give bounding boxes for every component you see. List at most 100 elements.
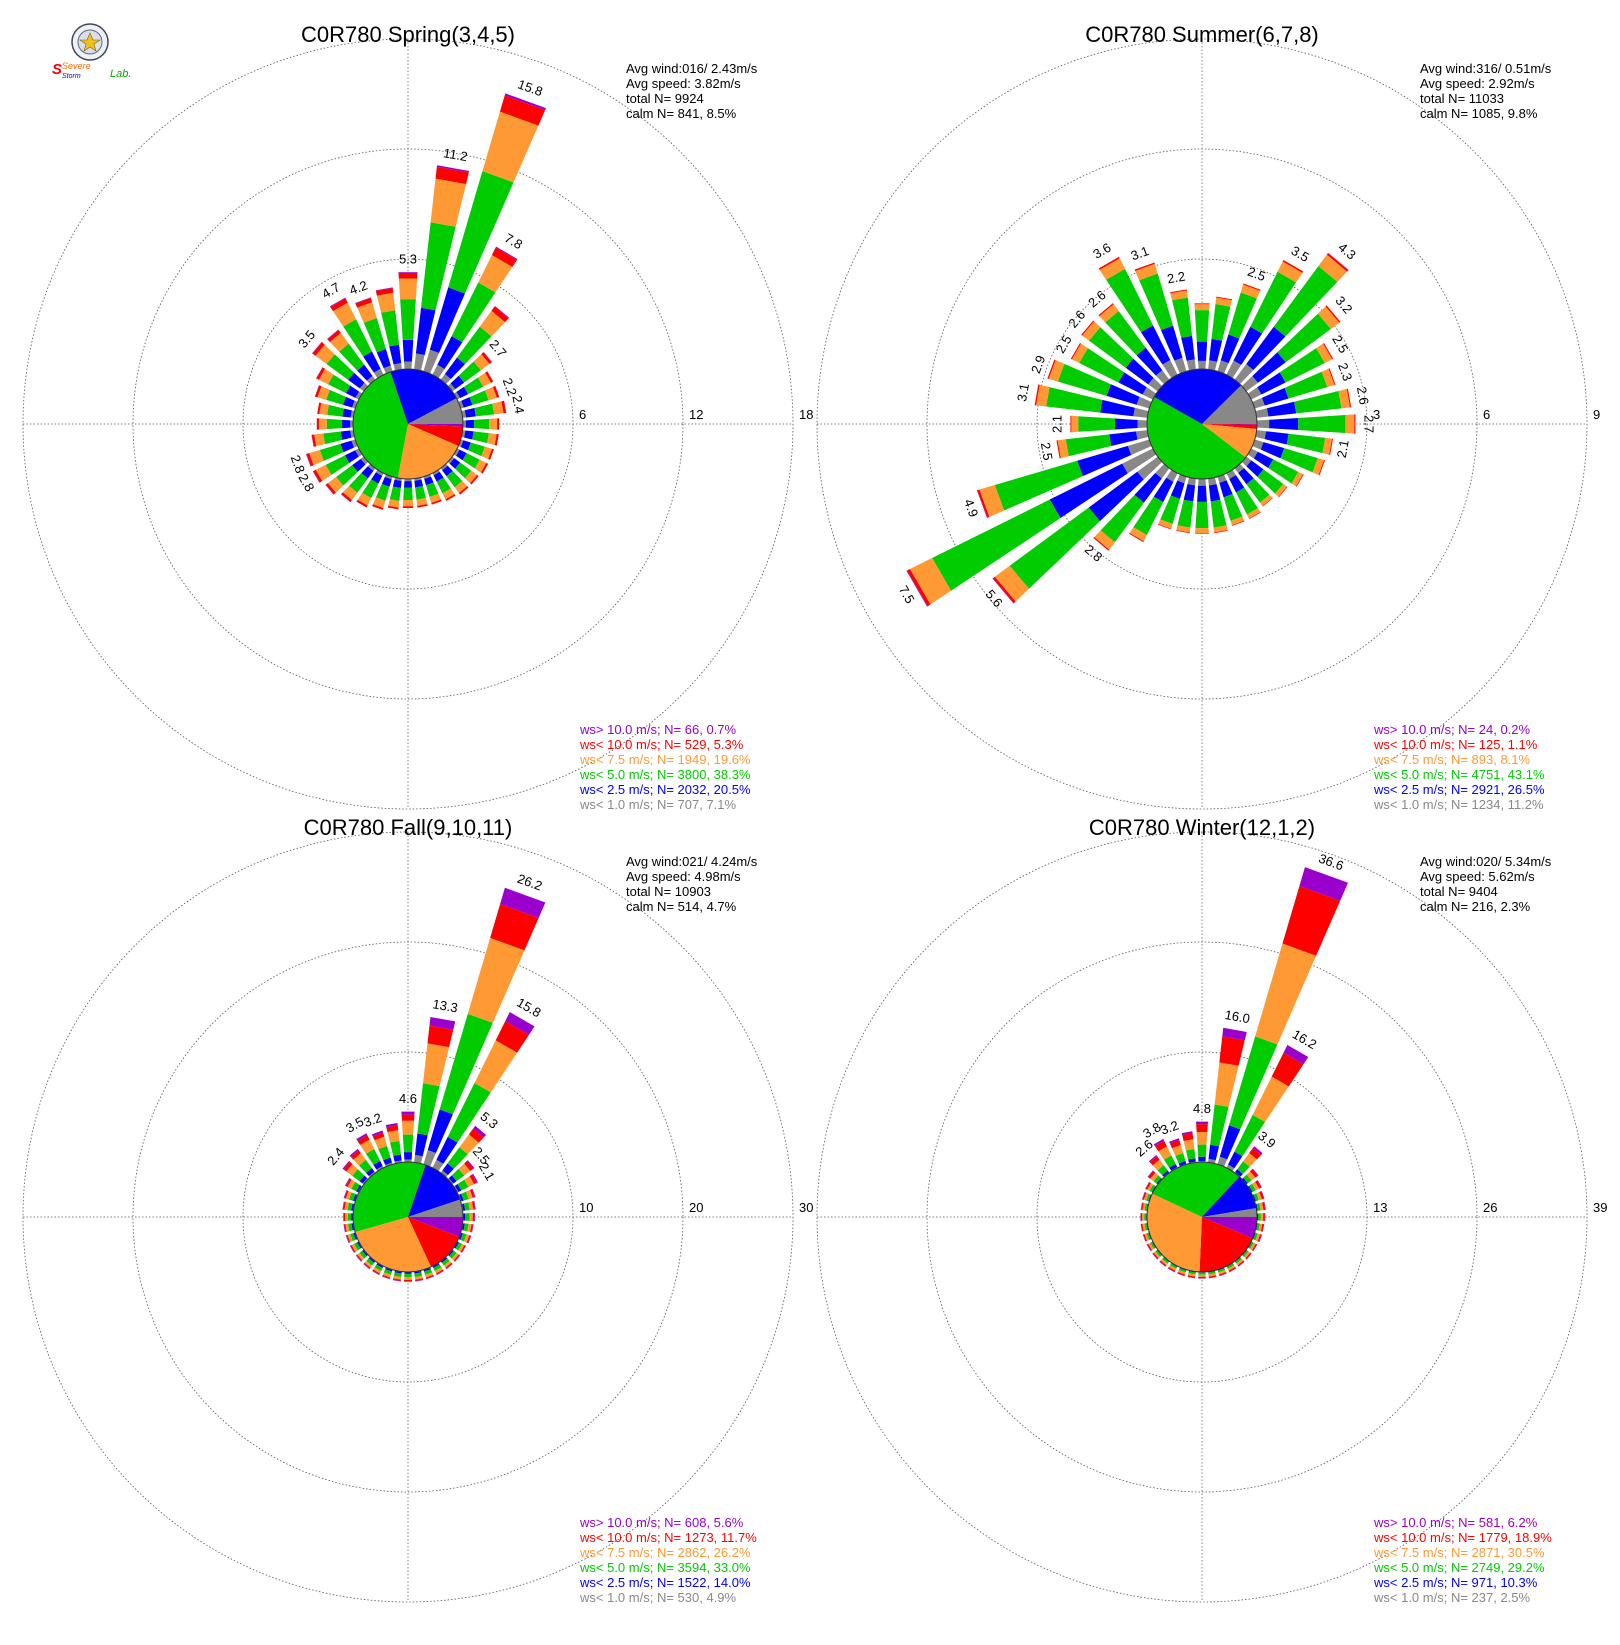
stat-line: Avg speed: 3.82m/s <box>626 76 741 91</box>
bar-label: 2.3 <box>1335 361 1355 383</box>
bar-segment <box>1212 304 1231 341</box>
bar-segment <box>398 273 417 279</box>
bar-label: 3.5 <box>1289 243 1312 265</box>
legend-entry: ws< 7.5 m/s; N= 1949, 19.6% <box>579 752 751 767</box>
legend-entry: ws< 2.5 m/s; N= 1522, 14.0% <box>579 1575 751 1590</box>
bar-segment <box>1345 414 1354 433</box>
bar-segment <box>1261 1213 1264 1221</box>
bar-segment <box>1257 420 1269 428</box>
bar-segment <box>1265 431 1289 444</box>
bar-label: 2.5 <box>1053 333 1075 356</box>
bar-label: 2.5 <box>1246 264 1268 284</box>
bar-label: 2.2 <box>1166 269 1186 287</box>
bar-segment <box>1186 1149 1196 1160</box>
bar-segment <box>404 1280 412 1281</box>
bar-segment <box>1136 430 1149 439</box>
bar-segment <box>464 1213 466 1220</box>
stat-line: Avg wind:016/ 2.43m/s <box>626 61 758 76</box>
bar-segment <box>1255 944 1316 1045</box>
bar-segment <box>1267 402 1296 417</box>
bar-segment <box>464 430 473 439</box>
bar-segment <box>474 419 489 429</box>
bar-segment <box>1181 336 1195 361</box>
bar-segment <box>1184 1139 1195 1150</box>
bar-segment <box>327 419 342 429</box>
stat-line: Avg speed: 4.98m/s <box>626 869 741 884</box>
logo-word-lab: Lab. <box>110 68 131 80</box>
bar-segment <box>401 1112 414 1115</box>
bar-segment <box>1141 1213 1142 1221</box>
bar-segment <box>1209 339 1222 362</box>
bar-segment <box>317 418 319 429</box>
stat-line: Avg speed: 5.62m/s <box>1420 869 1535 884</box>
bar-label: 7.5 <box>896 583 918 606</box>
bar-segment <box>1263 1213 1265 1221</box>
bar-label: 2.6 <box>1065 307 1088 330</box>
legend-entry: ws< 7.5 m/s; N= 2871, 30.5% <box>1373 1545 1545 1560</box>
stat-line: Avg wind:021/ 4.24m/s <box>626 854 758 869</box>
bar-segment <box>393 480 402 488</box>
bar-segment <box>1208 360 1217 370</box>
bar-label: 3.2 <box>1158 1117 1180 1137</box>
bar-label: 15.8 <box>516 76 545 99</box>
bar-label: 26.2 <box>515 871 544 894</box>
bar-segment <box>1194 303 1209 304</box>
bar-segment <box>319 418 327 429</box>
bar-segment <box>1269 418 1298 430</box>
bar-segment <box>1177 500 1193 528</box>
legend-entry: ws< 5.0 m/s; N= 3800, 38.3% <box>579 767 751 782</box>
bar-segment <box>1171 481 1185 499</box>
bar-segment <box>323 432 342 445</box>
bar-label: 3.2 <box>362 1110 384 1130</box>
bar-segment <box>398 272 417 273</box>
bar-segment <box>404 362 412 370</box>
bar-segment <box>344 1213 345 1221</box>
bar-segment <box>1172 298 1192 338</box>
legend-entry: ws< 10.0 m/s; N= 1273, 11.7% <box>579 1530 757 1545</box>
bar-segment <box>1197 486 1207 502</box>
bar-segment <box>469 1213 472 1221</box>
bar-segment <box>1078 416 1115 432</box>
legend-entry: ws< 2.5 m/s; N= 2921, 26.5% <box>1373 782 1545 797</box>
bar-label: 5.3 <box>477 1109 500 1132</box>
bar-segment <box>402 1121 414 1135</box>
bar-label: 11.2 <box>442 145 469 164</box>
bar-label: 36.6 <box>1317 851 1346 874</box>
bar-segment <box>326 390 346 405</box>
panel-title: C0R780 Summer(6,7,8) <box>1085 22 1319 47</box>
legend-entry: ws< 10.0 m/s; N= 125, 1.1% <box>1373 737 1538 752</box>
panel-title: C0R780 Spring(3,4,5) <box>301 22 515 47</box>
bar-label: 16.2 <box>1290 1027 1319 1053</box>
legend-entry: ws> 10.0 m/s; N= 66, 0.7% <box>579 722 737 737</box>
legend-entry: ws< 1.0 m/s; N= 237, 2.5% <box>1373 1590 1531 1605</box>
bar-segment <box>327 405 344 417</box>
bar-segment <box>424 1150 436 1167</box>
stat-line: Avg wind:020/ 5.34m/s <box>1420 854 1552 869</box>
bar-segment <box>377 293 395 313</box>
bar-segment <box>474 1213 475 1221</box>
bar-segment <box>404 1274 412 1277</box>
bar-segment <box>1211 500 1227 528</box>
bar-segment <box>1196 1122 1208 1125</box>
ring-label: 13 <box>1373 1200 1387 1215</box>
bar-label: 2.4 <box>509 394 527 414</box>
bar-segment <box>1198 1273 1205 1275</box>
bar-label: 15.8 <box>514 995 543 1021</box>
bar-segment <box>1265 1213 1266 1221</box>
bar-segment <box>1195 533 1209 534</box>
bar-segment <box>465 1213 469 1221</box>
stat-line: total N= 10903 <box>626 884 711 899</box>
bar-label: 2.1 <box>1334 439 1352 459</box>
bar-segment <box>345 1213 348 1221</box>
bar-segment <box>404 1277 412 1280</box>
ring-label: 6 <box>1483 407 1490 422</box>
bar-segment <box>1198 479 1206 486</box>
bar-segment <box>351 1213 352 1220</box>
bar-label: 5.3 <box>399 251 417 266</box>
bar-segment <box>465 408 476 418</box>
svg-text:S: S <box>52 61 62 78</box>
bar-segment <box>1142 1213 1144 1221</box>
bar-segment <box>1184 484 1195 501</box>
bar-segment <box>1187 359 1196 370</box>
stat-line: Avg speed: 2.92m/s <box>1420 76 1535 91</box>
